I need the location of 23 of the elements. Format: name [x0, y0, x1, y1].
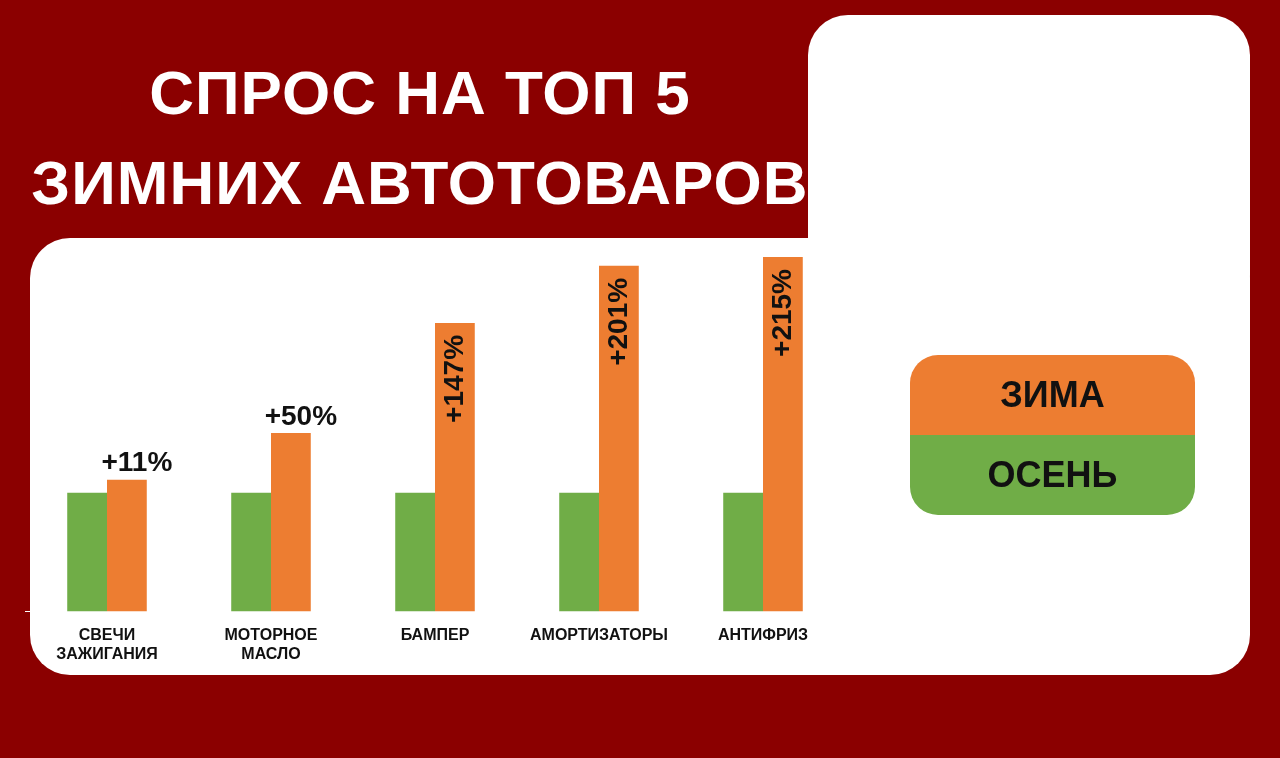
annotation: +147% — [437, 334, 469, 423]
annotation: +50% — [264, 399, 338, 431]
text: ОСЕНЬ — [910, 435, 1195, 515]
annotation: +201% — [601, 277, 633, 366]
bar — [763, 257, 803, 612]
annotation: +215% — [765, 268, 797, 357]
annotation: +11% — [101, 446, 173, 478]
x-tick-label: МОТОРНОЕ МАСЛО — [224, 625, 318, 662]
bar — [395, 492, 435, 612]
bar — [231, 492, 271, 612]
text: ЗИМА — [910, 355, 1195, 435]
bar — [67, 492, 107, 612]
bar — [723, 492, 763, 612]
x-tick-label: БАМПЕР — [400, 625, 470, 643]
x-tick-label: АНТИФРИЗ — [717, 625, 809, 643]
bar — [559, 492, 599, 612]
x-tick-label: СВЕЧИ ЗАЖИГАНИЯ — [56, 625, 158, 662]
bar — [599, 265, 639, 612]
bar — [107, 479, 147, 612]
bar — [435, 322, 475, 612]
chart-title: СПРОС НА ТОП 5 ЗИМНИХ АВТОТОВАРОВ — [30, 57, 810, 219]
x-tick-label: АМОРТИЗАТОРЫ — [530, 625, 668, 643]
bar — [271, 432, 311, 612]
